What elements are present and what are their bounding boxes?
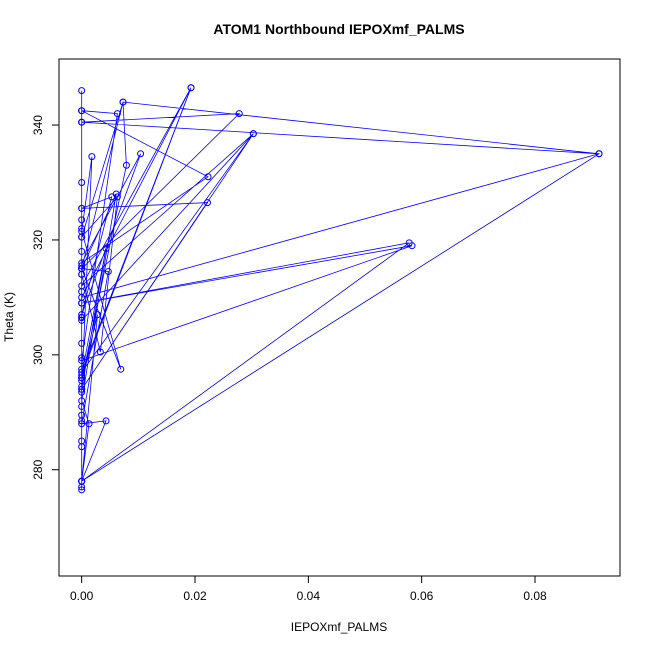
y-axis: 280 300 320 340	[31, 115, 59, 480]
data-point	[78, 227, 86, 235]
data-point	[102, 245, 110, 253]
data-point	[78, 224, 86, 232]
plot-area	[78, 84, 603, 494]
data-point	[78, 314, 86, 321]
data-point	[122, 161, 130, 169]
data-point	[78, 204, 86, 212]
data-point	[595, 150, 603, 158]
x-tick-label: 0.06	[410, 589, 434, 603]
data-point	[78, 411, 86, 419]
data-point	[78, 420, 86, 428]
data-point	[235, 110, 243, 118]
data-point	[78, 282, 86, 290]
y-tick-label: 300	[31, 345, 45, 365]
data-point	[112, 190, 120, 198]
y-tick-label: 340	[31, 115, 45, 135]
data-point	[78, 354, 86, 362]
data-point	[78, 265, 86, 273]
data-point	[78, 357, 86, 365]
data-point	[78, 87, 86, 95]
data-point	[405, 239, 413, 247]
data-point	[78, 437, 86, 445]
data-point	[78, 216, 86, 224]
x-tick-label: 0.00	[70, 589, 94, 603]
data-point	[203, 199, 211, 207]
data-point	[96, 348, 104, 356]
chart-title: ATOM1 Northbound IEPOXmf_PALMS	[213, 21, 464, 37]
data-point	[204, 173, 212, 181]
data-point	[85, 420, 93, 428]
data-point	[104, 268, 112, 276]
data-point	[119, 98, 127, 106]
data-point	[78, 118, 86, 126]
data-point	[249, 130, 257, 138]
data-point	[113, 110, 121, 118]
data-point	[117, 365, 125, 373]
data-point	[78, 397, 86, 405]
data-point	[94, 311, 102, 319]
x-tick-label: 0.04	[297, 589, 321, 603]
y-axis-label: Theta (K)	[2, 292, 16, 342]
data-point	[137, 150, 145, 158]
x-axis: 0.00 0.02 0.04 0.06 0.08	[70, 576, 547, 603]
data-point	[78, 179, 86, 187]
series-line	[80, 87, 601, 490]
data-point	[78, 316, 86, 324]
data-point	[78, 262, 86, 270]
data-point	[78, 299, 86, 307]
plot-frame	[58, 58, 621, 577]
x-tick-label: 0.02	[183, 589, 207, 603]
data-point	[88, 153, 96, 161]
data-point	[78, 477, 86, 485]
data-point	[78, 368, 86, 376]
x-tick-label: 0.08	[523, 589, 547, 603]
data-point	[78, 339, 86, 347]
data-point	[78, 371, 86, 379]
y-tick-label: 280	[31, 459, 45, 479]
data-point	[187, 84, 195, 92]
data-point	[78, 107, 86, 115]
y-tick-label: 320	[31, 230, 45, 250]
x-axis-label: IEPOXmf_PALMS	[291, 620, 387, 634]
data-point	[102, 417, 110, 425]
data-point	[78, 486, 86, 494]
data-point	[78, 385, 86, 393]
data-point	[78, 247, 86, 255]
